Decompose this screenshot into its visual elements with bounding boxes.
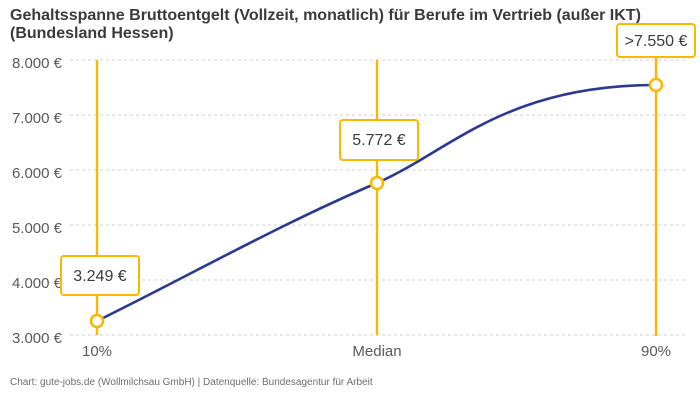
svg-text:5.000 €: 5.000 €	[12, 220, 63, 237]
svg-text:7.000 €: 7.000 €	[12, 110, 63, 127]
svg-text:5.772 €: 5.772 €	[352, 132, 405, 149]
svg-text:3.000 €: 3.000 €	[12, 330, 63, 347]
svg-text:>7.550 €: >7.550 €	[625, 33, 688, 50]
svg-text:90%: 90%	[641, 343, 671, 360]
svg-text:4.000 €: 4.000 €	[12, 275, 63, 292]
svg-text:3.249 €: 3.249 €	[73, 268, 126, 285]
svg-text:8.000 €: 8.000 €	[12, 55, 63, 72]
svg-text:10%: 10%	[82, 343, 112, 360]
svg-text:6.000 €: 6.000 €	[12, 165, 63, 182]
svg-text:Median: Median	[352, 343, 401, 360]
